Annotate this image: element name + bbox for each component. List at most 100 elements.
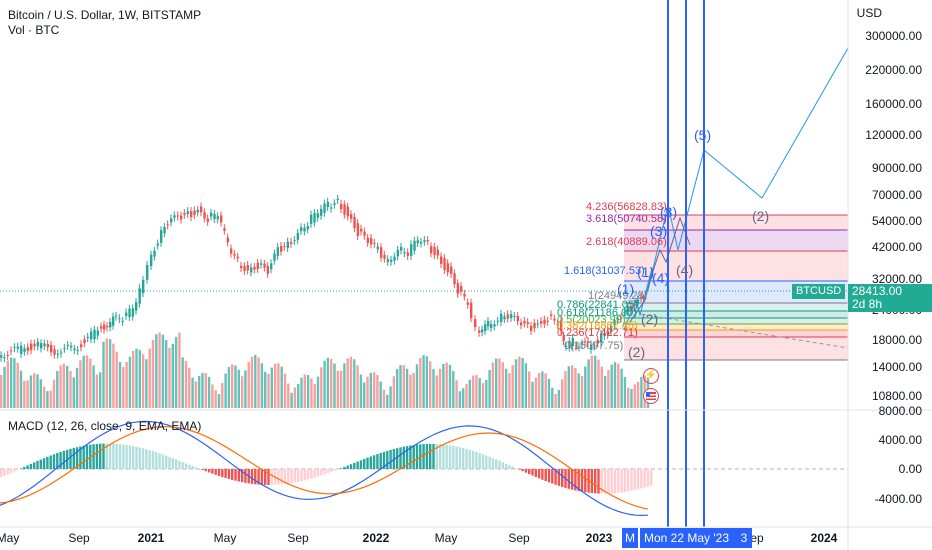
macd-histogram-bar: [26, 465, 29, 469]
volume-bar: [603, 375, 607, 408]
candle-body: [273, 253, 276, 261]
volume-bar: [570, 365, 574, 408]
macd-histogram-bar: [69, 448, 72, 469]
candle-body: [446, 263, 450, 273]
volume-bar: [303, 374, 306, 408]
lightning-event-icon[interactable]: ⚡: [643, 368, 659, 384]
volume-bar: [349, 356, 353, 408]
candle-body: [487, 321, 490, 327]
macd-histogram-bar: [518, 469, 521, 470]
chart-title[interactable]: Bitcoin / U.S. Dollar, 1W, BITSTAMP: [8, 8, 202, 22]
currency-label[interactable]: USD: [856, 6, 882, 20]
candle-body: [526, 322, 530, 325]
macd-histogram-bar: [3, 469, 6, 476]
volume-bar: [462, 388, 465, 408]
volume-bar: [359, 374, 363, 408]
macd-histogram-bar: [495, 459, 498, 469]
macd-histogram-bar: [56, 453, 59, 469]
macd-histogram-bar: [306, 469, 310, 480]
macd-histogram-bar: [432, 443, 435, 469]
volume-bar: [399, 365, 402, 408]
candle-body: [590, 344, 593, 350]
volume-bar: [234, 365, 237, 408]
volume-bar: [108, 339, 112, 408]
candle-body: [313, 212, 316, 223]
us-flag-event-icon[interactable]: [643, 388, 659, 404]
macd-histogram-bar: [478, 453, 481, 469]
volume-bar: [528, 371, 531, 408]
candle-body: [306, 225, 310, 230]
volume-bar: [89, 358, 92, 408]
macd-histogram-bar: [293, 469, 297, 483]
volume-bar: [402, 365, 405, 408]
candle-body: [506, 314, 510, 319]
candle-body: [623, 311, 626, 313]
candle-body: [293, 240, 296, 242]
elliott-wave-label: (3): [650, 223, 668, 239]
macd-histogram-bar: [79, 446, 82, 469]
macd-axis-label: 4000.00: [878, 433, 922, 447]
candle-body: [63, 347, 66, 349]
volume-bar: [277, 363, 280, 408]
candle-body: [186, 211, 190, 214]
volume-bar: [23, 380, 26, 408]
candle-body: [603, 333, 606, 337]
volume-bar: [567, 366, 570, 408]
symbol-badge: BTCUSD: [792, 284, 846, 299]
candle-body: [581, 343, 584, 345]
volume-bar: [547, 378, 551, 408]
macd-histogram-bar: [234, 469, 237, 481]
macd-histogram-bar: [386, 450, 389, 469]
macd-histogram-bar: [19, 468, 23, 469]
candle-body: [226, 237, 230, 243]
macd-histogram-bar: [82, 445, 85, 469]
volume-bar: [504, 368, 508, 408]
macd-histogram-bar: [184, 463, 188, 469]
price-axis-label: 42000.00: [871, 240, 922, 254]
candle-body: [516, 316, 520, 322]
macd-histogram-bar: [75, 447, 79, 469]
candle-body: [276, 247, 280, 256]
macd-histogram-bar: [145, 449, 148, 469]
volume-bar: [458, 391, 462, 408]
candle-body: [565, 345, 568, 347]
elliott-wave-label: (4): [676, 262, 694, 278]
macd-histogram-bar: [445, 444, 448, 469]
volume-bar: [326, 357, 330, 408]
macd-histogram-bar: [201, 469, 204, 470]
candle-body: [246, 264, 250, 271]
volume-bar: [13, 358, 16, 408]
volume-bar: [270, 367, 273, 408]
candle-body: [513, 315, 516, 317]
candle-body: [493, 324, 496, 327]
fib-zone: [624, 330, 848, 337]
candle-body: [481, 329, 484, 333]
volume-bar: [280, 366, 283, 408]
volume-bar: [392, 376, 396, 408]
volume-bar: [247, 362, 250, 408]
macd-histogram-bar: [191, 466, 194, 469]
macd-legend[interactable]: MACD (12, 26, close, 9, EMA, EMA): [8, 419, 202, 433]
candle-body: [46, 343, 50, 348]
candle-body: [0, 355, 3, 358]
candle-body: [533, 323, 536, 329]
macd-histogram-bar: [356, 461, 359, 469]
macd-histogram-bar: [366, 457, 369, 469]
price-axis-label: 54000.00: [871, 214, 922, 228]
volume-bar: [640, 376, 643, 408]
candle-body: [300, 227, 303, 232]
macd-histogram-bar: [151, 451, 155, 469]
volume-bar: [122, 366, 125, 408]
candle-body: [406, 252, 410, 256]
candle-body: [135, 302, 138, 311]
volume-bar: [353, 359, 356, 408]
macd-histogram-bar: [72, 447, 75, 469]
volume-bar: [541, 371, 544, 408]
macd-histogram-bar: [537, 469, 541, 479]
fib-level-label: 0.786(22841.05): [557, 299, 638, 311]
macd-histogram-bar: [9, 469, 13, 473]
volume-legend[interactable]: Vol · BTC: [8, 23, 60, 37]
macd-histogram-bar: [118, 444, 122, 469]
